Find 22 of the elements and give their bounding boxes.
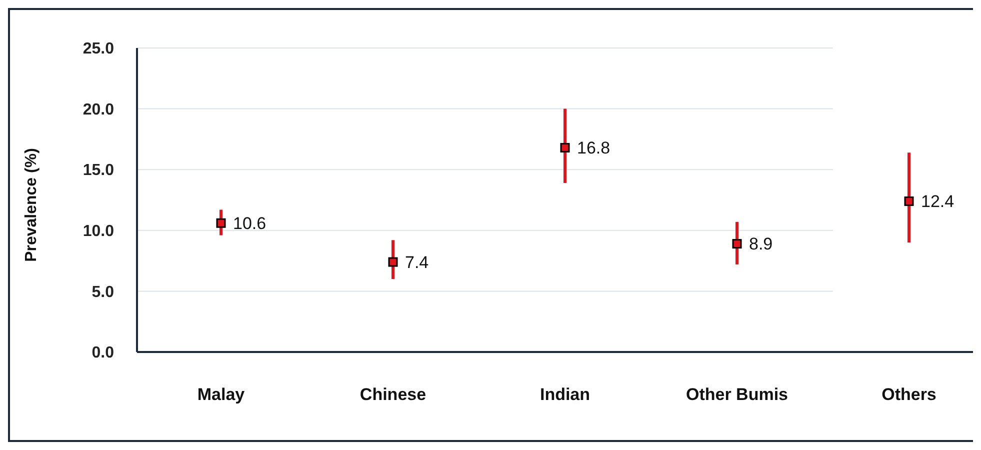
data-label: 7.4 bbox=[405, 252, 429, 272]
data-label: 8.9 bbox=[749, 234, 773, 254]
y-tick-label: 10.0 bbox=[82, 223, 114, 240]
x-tick-label: Indian bbox=[540, 385, 590, 404]
x-tick-label: Malay bbox=[197, 385, 246, 404]
point bbox=[560, 142, 570, 152]
point bbox=[388, 257, 398, 267]
x-tick-label: Others bbox=[882, 385, 936, 404]
y-tick-label: 15.0 bbox=[82, 162, 114, 180]
x-tick-label: Other Bumis bbox=[686, 385, 788, 404]
point bbox=[732, 239, 742, 249]
point bbox=[904, 196, 914, 206]
x-tick-label: Chinese bbox=[360, 385, 426, 404]
data-label: 12.4 bbox=[921, 192, 954, 212]
y-tick-label: 20.0 bbox=[82, 101, 114, 118]
y-tick-label: 5.0 bbox=[92, 284, 114, 301]
data-label: 16.8 bbox=[577, 138, 610, 158]
y-tick-label: 25.0 bbox=[82, 40, 114, 58]
y-tick-label: 0.0 bbox=[92, 344, 114, 362]
point bbox=[216, 218, 226, 228]
y-axis-title: Prevalence (%) bbox=[23, 148, 40, 262]
data-label: 10.6 bbox=[233, 214, 266, 234]
